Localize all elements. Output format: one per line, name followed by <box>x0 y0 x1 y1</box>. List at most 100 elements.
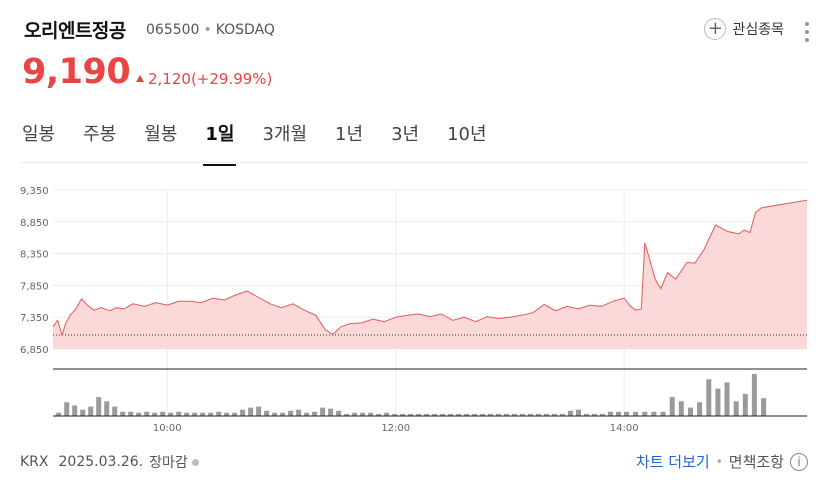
volume-bar <box>216 411 222 416</box>
stock-code: 065500 <box>146 22 200 38</box>
volume-bar <box>560 413 565 416</box>
tab-3year[interactable]: 3년 <box>391 124 420 145</box>
volume-bar <box>120 411 126 416</box>
tab-1day[interactable]: 1일 <box>203 120 237 166</box>
volume-bar <box>176 411 182 416</box>
x-tick-label: 10:00 <box>153 423 182 434</box>
stock-meta: 065500 • KOSDAQ <box>146 22 275 38</box>
volume-bar <box>440 413 446 416</box>
y-tick-label: 9,350 <box>20 186 49 197</box>
price-change: 2,120(+29.99%) <box>136 70 272 88</box>
volume-bar <box>706 379 712 417</box>
y-tick-label: 7,850 <box>20 281 49 292</box>
volume-bar <box>448 413 454 416</box>
status-dot-icon <box>191 458 199 466</box>
tab-3month[interactable]: 3개월 <box>262 124 308 145</box>
volume-bar <box>312 411 318 416</box>
watchlist-label: 관심종목 <box>732 22 784 38</box>
x-tick-label: 12:00 <box>381 423 410 434</box>
volume-bar <box>432 413 438 416</box>
tab-divider <box>20 162 808 163</box>
volume-bar <box>488 413 493 416</box>
volume-bar <box>136 412 142 416</box>
disclaimer-link[interactable]: 면책조항 <box>728 453 784 471</box>
axis-labels: 9,350 8,850 8,350 7,850 7,350 6,850 10:00 12:00… <box>20 186 639 434</box>
y-tick-label: 6,850 <box>20 345 49 356</box>
tab-monthly[interactable]: 월봉 <box>144 124 178 145</box>
volume-bar <box>64 402 70 416</box>
volume-bar <box>528 413 533 416</box>
volume-bar <box>715 388 721 416</box>
price-change-value: 2,120(+29.99%) <box>148 70 273 88</box>
volume-bar <box>272 412 278 416</box>
volume-bar <box>733 401 739 416</box>
up-arrow-icon <box>136 74 144 82</box>
volume-bar <box>520 413 525 416</box>
volume-bar <box>304 412 310 416</box>
volume-bar <box>152 412 158 416</box>
volume-bar <box>608 411 613 416</box>
info-icon[interactable]: i <box>790 452 808 471</box>
volume-bar <box>568 410 573 417</box>
volume-bar <box>669 397 675 416</box>
volume-bar <box>408 413 414 416</box>
market-name: KOSDAQ <box>215 22 275 38</box>
intraday-chart[interactable]: 9,350 8,850 8,350 7,850 7,350 6,850 10:00 12:00… <box>0 170 828 440</box>
tab-weekly[interactable]: 주봉 <box>83 124 117 145</box>
volume-bar <box>660 411 666 416</box>
separator-dot: • <box>715 454 723 469</box>
volume-bar <box>424 413 430 416</box>
volume-bar <box>584 413 589 416</box>
volume-bar <box>633 411 639 416</box>
volume-bar <box>368 412 374 416</box>
tab-1year[interactable]: 1년 <box>335 124 364 145</box>
volume-bar <box>544 413 549 416</box>
volume-bar <box>384 412 390 416</box>
add-watchlist-button[interactable]: + 관심종목 <box>704 18 784 40</box>
volume-bar <box>512 413 517 416</box>
volume-bar <box>112 406 118 417</box>
volume-bar <box>80 409 86 416</box>
volume-bar <box>160 411 166 416</box>
y-tick-label: 8,850 <box>20 218 49 229</box>
volume-bar <box>480 413 486 416</box>
volume-bar <box>724 382 730 416</box>
volume-bar <box>592 413 597 416</box>
volume-bar <box>360 412 366 416</box>
chart-more-link[interactable]: 차트 더보기 <box>635 453 710 471</box>
volume-bar <box>472 413 478 416</box>
volume-bar <box>536 413 541 416</box>
volume-bar <box>224 412 230 416</box>
volume-bar <box>352 412 358 416</box>
volume-bar <box>144 411 150 416</box>
volume-bar <box>751 374 757 416</box>
volume-bar <box>504 413 509 416</box>
tab-daily[interactable]: 일봉 <box>22 124 56 145</box>
volume-bar <box>456 413 462 416</box>
volume-bar <box>232 412 238 416</box>
volume-bar <box>256 406 262 417</box>
period-tabs: 일봉 주봉 월봉 1일 3개월 1년 3년 10년 <box>22 120 515 166</box>
volume-bar <box>168 412 174 416</box>
volume-bar <box>248 407 254 416</box>
trade-date: 2025.03.26. <box>58 454 144 470</box>
footer-links: 차트 더보기 • 면책조항 i <box>636 451 808 472</box>
volume-bar <box>104 401 110 416</box>
price-area <box>53 200 807 349</box>
separator-dot: • <box>203 22 212 38</box>
tab-10year[interactable]: 10년 <box>447 124 487 145</box>
volume-bar <box>128 411 134 416</box>
volume-bar <box>288 410 294 417</box>
volume-bar <box>336 410 342 417</box>
volume-bar <box>328 408 334 416</box>
volume-bar <box>88 406 94 417</box>
y-tick-label: 7,350 <box>20 313 49 324</box>
volume-bar <box>320 407 326 416</box>
volume-bar <box>742 393 748 416</box>
volume-bar <box>576 409 581 416</box>
volume-bar <box>208 412 214 416</box>
volume-bar <box>496 413 501 416</box>
more-options-icon[interactable] <box>804 22 810 42</box>
volume-bar <box>552 413 557 416</box>
volume-bar <box>392 413 398 416</box>
